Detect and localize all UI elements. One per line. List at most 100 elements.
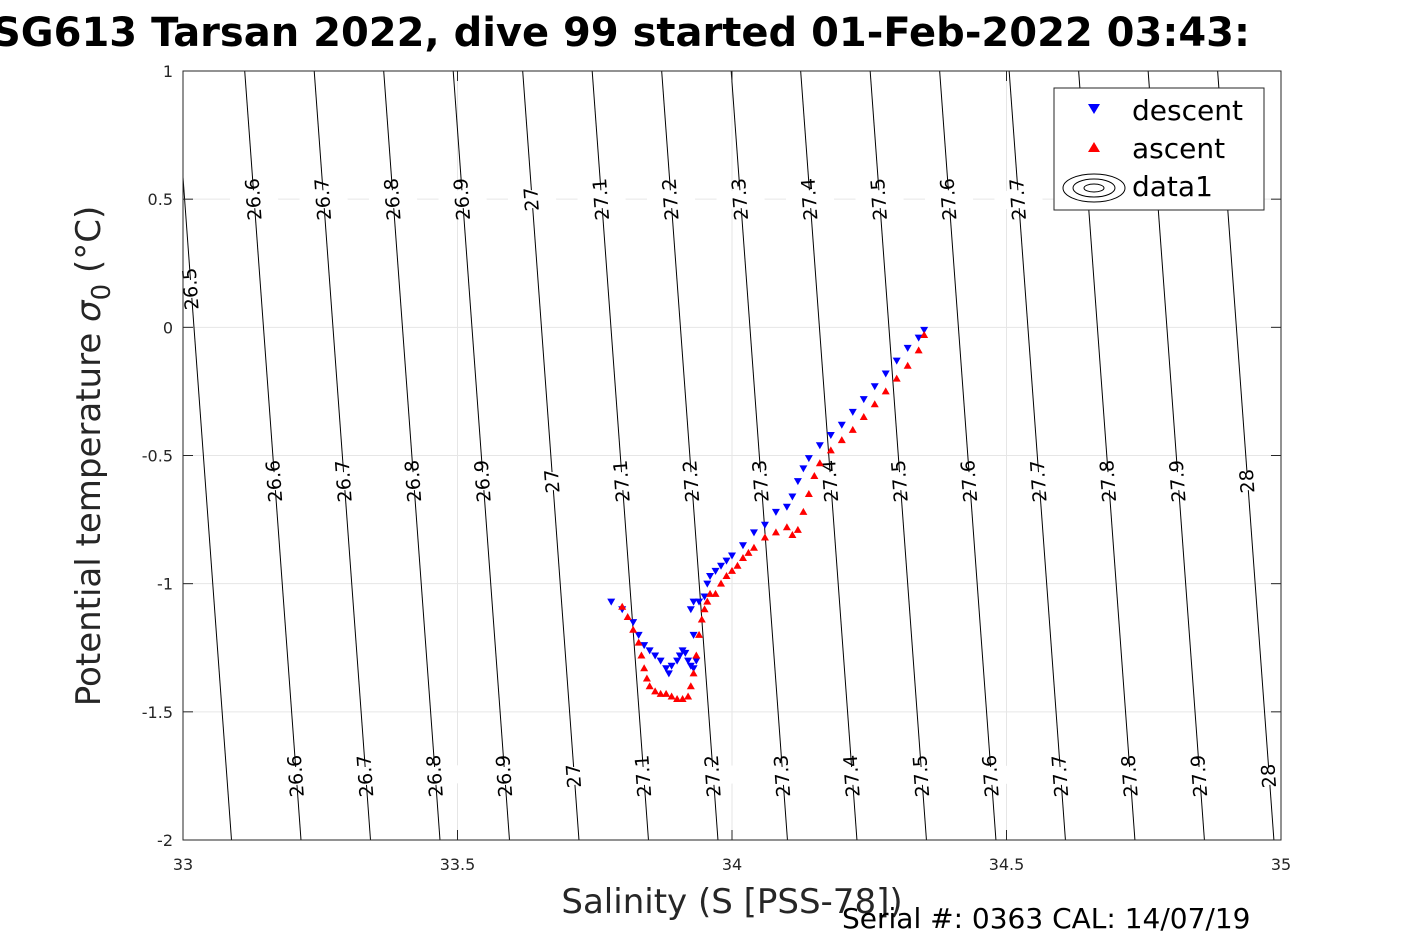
ascent-point: [892, 374, 901, 382]
contour-label: 27.6: [937, 177, 962, 221]
ascent-point: [881, 387, 890, 395]
legend-data1-label: data1: [1132, 170, 1213, 203]
contour-label: 27.1: [589, 177, 614, 221]
ascent-point: [859, 413, 868, 421]
descent-point: [881, 370, 890, 378]
ascent-point: [722, 571, 731, 579]
contour-label-mask: [667, 470, 717, 492]
ascent-point: [642, 674, 651, 682]
ascent-point: [804, 489, 813, 497]
contour-label-mask: [389, 470, 439, 492]
contour-label: 27.8: [1118, 754, 1143, 798]
descent-point: [607, 598, 616, 606]
legend-ascent-label: ascent: [1132, 132, 1225, 165]
contour-label: 27.7: [1048, 754, 1073, 798]
contour-label: 27.4: [818, 459, 843, 503]
descent-point: [920, 326, 929, 334]
ascent-point: [662, 689, 671, 697]
contour-label-mask: [1036, 765, 1086, 787]
x-tick-label: 33.5: [440, 855, 476, 874]
contour-label-mask: [229, 188, 279, 210]
descent-point: [673, 657, 682, 665]
chart-title: SG613 Tarsan 2022, dive 99 started 01-Fe…: [0, 10, 1250, 56]
contour-label: 27.1: [610, 459, 635, 503]
ascent-point: [793, 525, 802, 533]
contour-label-mask: [341, 765, 391, 787]
ascent-point: [717, 579, 726, 587]
contour-label-mask: [1223, 470, 1273, 492]
x-axis-label: Salinity (S [PSS-78]): [561, 882, 902, 922]
legend-descent-label: descent: [1132, 94, 1243, 127]
descent-point: [848, 408, 857, 416]
contour-label: 27.3: [749, 459, 774, 503]
ascent-point: [870, 400, 879, 408]
contour-label: 26.9: [471, 459, 496, 503]
x-tick-label: 35: [1271, 855, 1291, 874]
descent-point: [793, 478, 802, 486]
descent-point: [675, 652, 684, 660]
descent-point: [686, 606, 695, 614]
descent-point: [711, 567, 720, 575]
ascent-point: [706, 589, 715, 597]
contour-label: 27.3: [728, 177, 753, 221]
ascent-point: [920, 331, 929, 339]
y-axis-label-unit: (°C): [69, 206, 109, 284]
ascent-point: [815, 459, 824, 467]
y-tick-label: 0: [163, 318, 173, 337]
descent-point: [667, 662, 676, 670]
descent-point: [689, 598, 698, 606]
ascent-point: [684, 692, 693, 700]
serial-calibration-note: Serial #: 0363 CAL: 14/07/19: [842, 902, 1250, 935]
ascent-point: [645, 682, 654, 690]
descent-point: [634, 631, 643, 639]
contour-label-mask: [458, 470, 508, 492]
contour-label: 26.8: [401, 459, 426, 503]
descent-point: [804, 455, 813, 463]
contour-label: 26.7: [353, 754, 378, 798]
ascent-point: [695, 630, 704, 638]
descent-point: [700, 593, 709, 601]
legend: descent ascent data1: [1053, 87, 1265, 211]
y-tick-label: 0.5: [148, 190, 173, 209]
ascent-point: [799, 507, 808, 515]
contour-label: 28: [1257, 763, 1281, 789]
x-tick-label: 34.5: [989, 855, 1025, 874]
y-tick-label: -1.5: [142, 703, 173, 722]
descent-point: [771, 508, 780, 516]
contour-label: 27.5: [909, 754, 934, 798]
descent-point: [815, 442, 824, 450]
descent-point: [826, 431, 835, 439]
contour-label-mask: [785, 188, 835, 210]
legend-contour-icon: [1062, 173, 1126, 203]
x-tick-label: 34: [722, 855, 742, 874]
contour-label: 27.5: [888, 459, 913, 503]
contour-label: 27.9: [1187, 754, 1212, 798]
contour-label-mask: [368, 188, 418, 210]
contour-label-mask: [166, 278, 216, 300]
descent-point: [760, 521, 769, 529]
contour-label: 27: [541, 468, 565, 494]
contour-label-mask: [298, 188, 349, 210]
contour-label-mask: [966, 765, 1016, 787]
descent-point: [859, 396, 868, 404]
descent-point: [651, 652, 660, 660]
ascent-point: [711, 589, 720, 597]
y-axis-ticks: -2 -1.5 -1 -0.5 0 0.5 1: [142, 62, 1281, 850]
ascent-point: [667, 692, 676, 700]
contour-label-mask: [597, 470, 647, 492]
ascent-point: [837, 436, 846, 444]
ascent-point: [760, 533, 769, 541]
descent-point: [684, 657, 693, 665]
contour-label-mask: [480, 765, 530, 787]
y-axis-label-main: Potential temperature: [69, 322, 109, 706]
contour-label-mask: [576, 188, 627, 210]
legend-box: [1053, 87, 1265, 211]
ascent-point: [697, 615, 706, 623]
descent-point: [692, 657, 701, 665]
y-axis-label: Potential temperature σ0 (°C): [69, 206, 117, 706]
descent-point: [870, 383, 879, 391]
contour-label: 27.4: [840, 754, 865, 798]
ascent-point: [810, 472, 819, 480]
ascent-point: [656, 689, 665, 697]
descent-point: [689, 631, 698, 639]
